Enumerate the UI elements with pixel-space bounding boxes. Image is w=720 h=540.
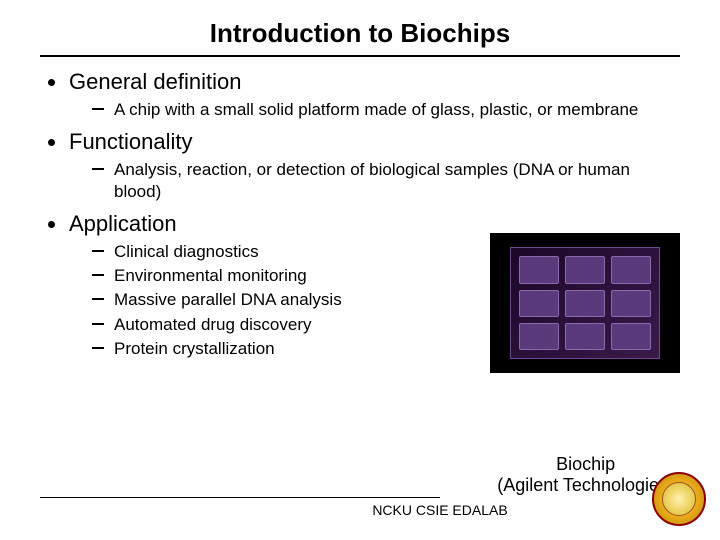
item-text: Automated drug discovery	[114, 314, 312, 336]
item-text: Massive parallel DNA analysis	[114, 289, 342, 311]
well-icon	[519, 290, 559, 317]
list-item: Protein crystallization	[92, 338, 470, 360]
dash-icon	[92, 298, 104, 300]
caption-line-2: (Agilent Technologies)	[497, 475, 674, 496]
section-general-definition: General definition A chip with a small s…	[48, 69, 680, 121]
well-icon	[519, 256, 559, 283]
dash-icon	[92, 347, 104, 349]
section-row: General definition	[48, 69, 680, 95]
footer-rule	[40, 497, 440, 498]
slide-title: Introduction to Biochips	[40, 18, 680, 49]
list-item: Clinical diagnostics	[92, 241, 470, 263]
biochip-image	[490, 233, 680, 373]
well-icon	[565, 323, 605, 350]
list-item: A chip with a small solid platform made …	[92, 99, 680, 121]
dash-icon	[92, 250, 104, 252]
biochip-grid	[519, 256, 651, 350]
sublist: Clinical diagnostics Environmental monit…	[92, 241, 470, 359]
list-item: Massive parallel DNA analysis	[92, 289, 470, 311]
footer-text: NCKU CSIE EDALAB	[0, 502, 720, 518]
item-text: Protein crystallization	[114, 338, 275, 360]
content-area: General definition A chip with a small s…	[40, 69, 680, 373]
list-item: Analysis, reaction, or detection of biol…	[92, 159, 680, 203]
bullet-dot-icon	[48, 221, 55, 228]
well-icon	[519, 323, 559, 350]
well-icon	[611, 256, 651, 283]
section-heading: Application	[69, 211, 177, 237]
sublist: A chip with a small solid platform made …	[92, 99, 680, 121]
university-logo-icon	[652, 472, 706, 526]
section-heading: General definition	[69, 69, 241, 95]
application-list: Clinical diagnostics Environmental monit…	[48, 237, 470, 361]
dash-icon	[92, 168, 104, 170]
item-text: Environmental monitoring	[114, 265, 307, 287]
bullet-dot-icon	[48, 139, 55, 146]
item-text: Clinical diagnostics	[114, 241, 259, 263]
well-icon	[611, 290, 651, 317]
item-text: Analysis, reaction, or detection of biol…	[114, 159, 674, 203]
dash-icon	[92, 108, 104, 110]
application-block: Clinical diagnostics Environmental monit…	[48, 237, 680, 373]
list-item: Environmental monitoring	[92, 265, 470, 287]
sublist: Analysis, reaction, or detection of biol…	[92, 159, 680, 203]
slide-container: Introduction to Biochips General definit…	[0, 0, 720, 540]
section-row: Functionality	[48, 129, 680, 155]
dash-icon	[92, 323, 104, 325]
bullet-dot-icon	[48, 79, 55, 86]
list-item: Automated drug discovery	[92, 314, 470, 336]
section-heading: Functionality	[69, 129, 193, 155]
title-underline	[40, 55, 680, 57]
dash-icon	[92, 274, 104, 276]
biochip-chip	[510, 247, 660, 359]
image-caption: Biochip (Agilent Technologies)	[497, 454, 674, 496]
well-icon	[565, 290, 605, 317]
section-application: Application Clinical diagnostics Environ…	[48, 211, 680, 373]
item-text: A chip with a small solid platform made …	[114, 99, 638, 121]
caption-line-1: Biochip	[497, 454, 674, 475]
well-icon	[611, 323, 651, 350]
well-icon	[565, 256, 605, 283]
section-functionality: Functionality Analysis, reaction, or det…	[48, 129, 680, 203]
